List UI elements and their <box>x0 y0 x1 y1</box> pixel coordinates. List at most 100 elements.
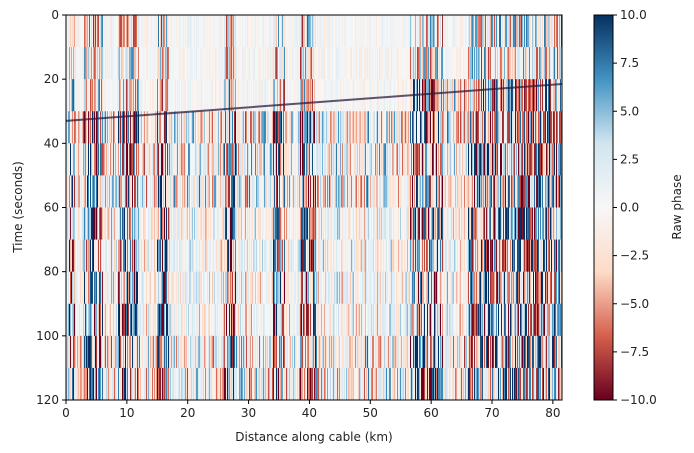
heatmap-cell <box>292 111 294 144</box>
heatmap-cell <box>131 47 133 80</box>
heatmap-cell <box>344 47 346 80</box>
heatmap-cell <box>454 79 456 112</box>
heatmap-cell <box>456 367 458 400</box>
heatmap-cell <box>246 111 248 144</box>
heatmap-cell <box>251 271 253 305</box>
heatmap-cell <box>258 367 260 400</box>
heatmap-cell <box>335 111 337 144</box>
heatmap-cell <box>289 207 291 241</box>
heatmap-cell <box>88 15 90 48</box>
heatmap-cell <box>206 335 208 369</box>
heatmap-cell <box>103 367 105 400</box>
heatmap-cell <box>255 143 257 177</box>
heatmap-cell <box>157 79 159 112</box>
heatmap-cell <box>305 303 307 337</box>
heatmap-cell <box>335 271 337 305</box>
heatmap-cell <box>159 143 161 177</box>
heatmap-cell <box>73 143 75 177</box>
heatmap-cell <box>405 303 407 337</box>
heatmap-cell <box>394 175 396 209</box>
heatmap-cell <box>446 79 448 112</box>
heatmap-cell <box>206 271 208 305</box>
heatmap-cell <box>279 47 281 80</box>
heatmap-cell <box>192 367 194 400</box>
heatmap-cell <box>392 367 394 400</box>
heatmap-cell <box>251 239 253 273</box>
heatmap-cell <box>297 303 299 337</box>
heatmap-cell <box>143 207 145 241</box>
heatmap-cell <box>371 15 373 48</box>
heatmap-cell <box>224 143 226 177</box>
heatmap-cell <box>68 335 70 369</box>
heatmap-cell <box>449 367 451 400</box>
heatmap-cell <box>410 143 412 177</box>
heatmap-cell <box>117 335 119 369</box>
heatmap-cell <box>416 15 418 48</box>
heatmap-cell <box>337 47 339 80</box>
heatmap-cell <box>262 303 264 337</box>
heatmap-cell <box>465 47 467 80</box>
heatmap-cell <box>110 367 112 400</box>
heatmap-cell <box>476 303 478 337</box>
heatmap-cell <box>376 111 378 144</box>
heatmap-cell <box>193 143 195 177</box>
heatmap-cell <box>120 239 122 273</box>
heatmap-cell <box>368 15 370 48</box>
heatmap-cell <box>217 271 219 305</box>
heatmap-cell <box>283 207 285 241</box>
heatmap-cell <box>182 175 184 209</box>
heatmap-cell <box>121 15 123 48</box>
heatmap-cell <box>100 47 102 80</box>
heatmap-cell <box>221 303 223 337</box>
heatmap-cell <box>479 47 481 80</box>
heatmap-cell <box>82 207 84 241</box>
heatmap-cell <box>82 271 84 305</box>
heatmap-cell <box>307 15 309 48</box>
heatmap-cell <box>379 335 381 369</box>
heatmap-cell <box>233 111 235 144</box>
heatmap-cell <box>119 239 121 273</box>
heatmap-cell <box>211 239 213 273</box>
heatmap-cell <box>341 111 343 144</box>
heatmap-cell <box>102 303 104 337</box>
heatmap-cell <box>439 367 441 400</box>
heatmap-cell <box>431 271 433 305</box>
heatmap-cell <box>136 367 138 400</box>
heatmap-cell <box>416 271 418 305</box>
heatmap-cell <box>255 207 257 241</box>
heatmap-cell <box>239 175 241 209</box>
heatmap-cell <box>160 15 162 48</box>
heatmap-cell <box>347 207 349 241</box>
heatmap-cell <box>157 207 159 241</box>
heatmap-cell <box>316 303 318 337</box>
heatmap-cell <box>276 175 278 209</box>
heatmap-cell <box>148 303 150 337</box>
heatmap-cell <box>147 143 149 177</box>
heatmap-cell <box>190 335 192 369</box>
heatmap-cell <box>241 367 243 400</box>
heatmap-cell <box>262 367 264 400</box>
heatmap-cell <box>126 143 128 177</box>
heatmap-cell <box>235 15 237 48</box>
heatmap-cell <box>235 303 237 337</box>
heatmap-cell <box>424 47 426 80</box>
heatmap-cell <box>402 175 404 209</box>
heatmap-cell <box>448 15 450 48</box>
heatmap-cell <box>311 239 313 273</box>
heatmap-cell <box>171 239 173 273</box>
heatmap-cell <box>412 175 414 209</box>
heatmap-cell <box>229 207 231 241</box>
heatmap-cell <box>477 207 479 241</box>
heatmap-cell <box>333 111 335 144</box>
heatmap-cell <box>344 239 346 273</box>
heatmap-cell <box>119 15 121 48</box>
heatmap-cell <box>425 47 427 80</box>
heatmap-cell <box>252 143 254 177</box>
heatmap-cell <box>342 239 344 273</box>
heatmap-cell <box>284 111 286 144</box>
heatmap-cell <box>378 271 380 305</box>
heatmap-cell <box>435 335 437 369</box>
heatmap-cell <box>428 15 430 48</box>
heatmap-cell <box>227 239 229 273</box>
heatmap-cell <box>181 15 183 48</box>
